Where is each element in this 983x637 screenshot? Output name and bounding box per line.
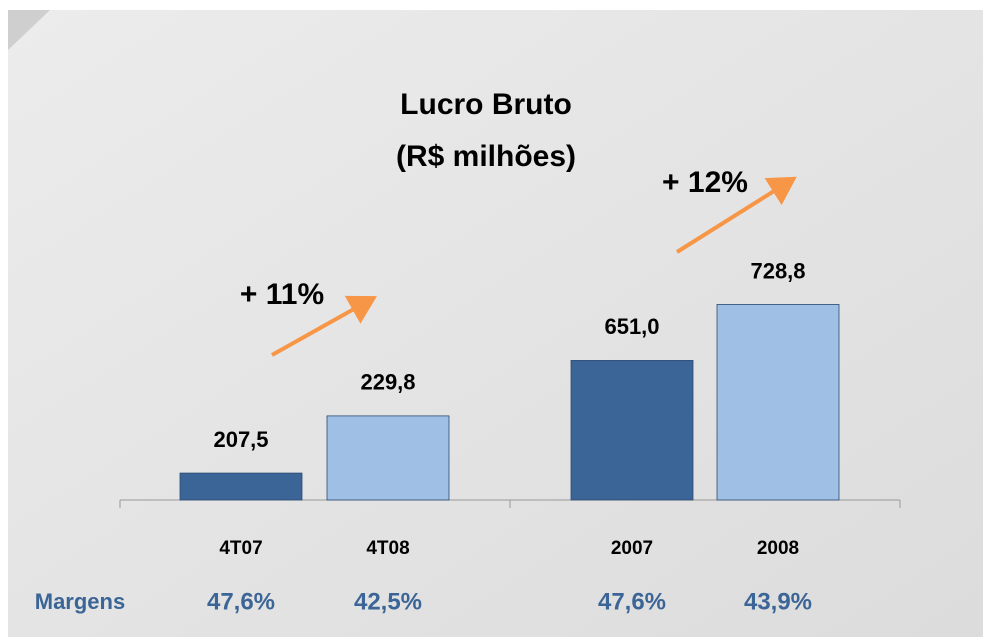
bar (179, 472, 303, 501)
margin-label: 42,5% (354, 588, 422, 615)
chart-title: Lucro Bruto (400, 88, 572, 121)
chart-subtitle: (R$ milhões) (396, 140, 576, 173)
margin-label: 47,6% (207, 588, 275, 615)
growth-arrow (271, 295, 377, 357)
bar (326, 415, 450, 501)
growth-arrow (675, 176, 797, 254)
margin-label: 47,6% (598, 588, 666, 615)
corner (8, 10, 50, 50)
margin-label: 43,9% (744, 588, 812, 615)
x-tick-label: 4T07 (219, 538, 262, 559)
value-label: 229,8 (360, 370, 415, 395)
x-tick-label: 4T08 (366, 538, 409, 559)
value-label: 207,5 (213, 427, 268, 452)
value-label: 651,0 (604, 314, 659, 339)
bar (716, 304, 840, 501)
value-label: 728,8 (750, 258, 805, 283)
x-tick-label: 2008 (757, 538, 799, 559)
row-label: Margens (35, 589, 125, 614)
annotation: + 11% (240, 278, 324, 311)
x-tick-label: 2007 (611, 538, 653, 559)
annotation: + 12% (662, 166, 748, 199)
bar (570, 360, 694, 501)
